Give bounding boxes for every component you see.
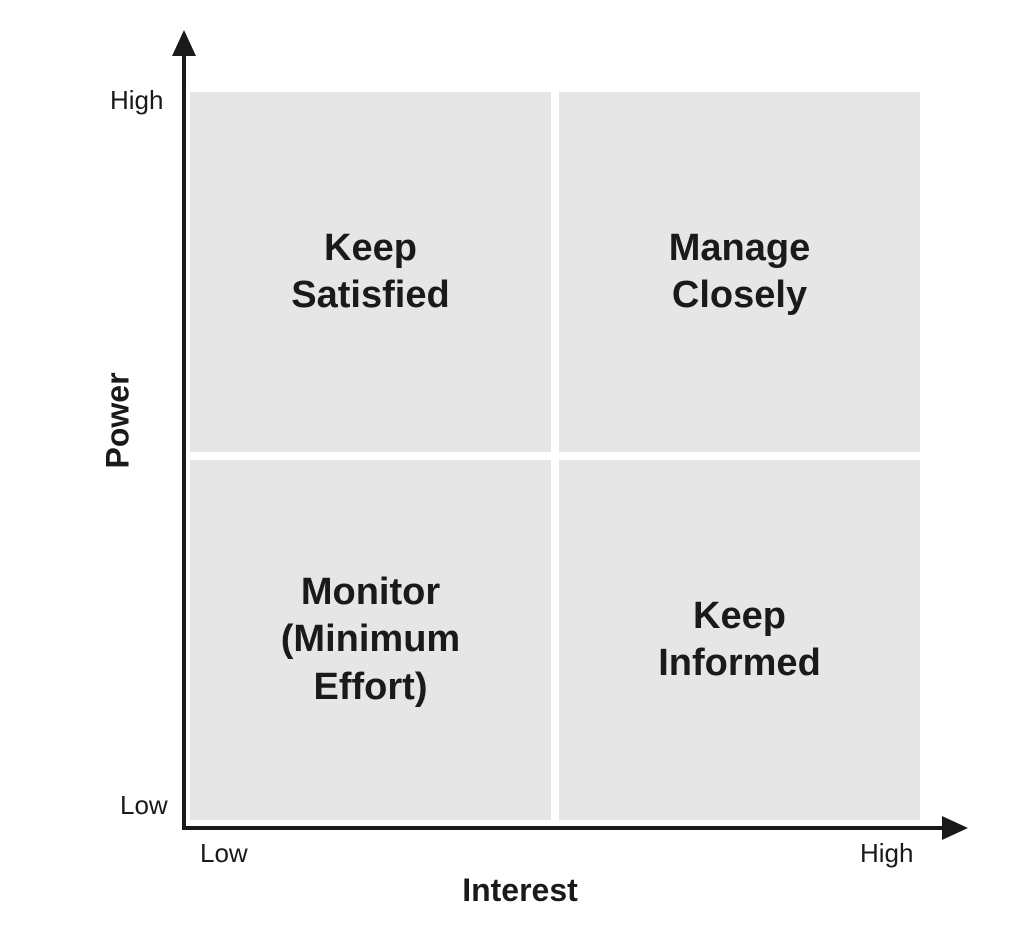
power-interest-matrix: Keep Satisfied Manage Closely Monitor (M… <box>80 30 960 880</box>
quadrant-grid: Keep Satisfied Manage Closely Monitor (M… <box>190 92 920 820</box>
quadrant-bottom-right: Keep Informed <box>559 460 920 820</box>
quadrant-top-left: Keep Satisfied <box>190 92 551 452</box>
quadrant-label-manage-closely: Manage Closely <box>669 225 810 320</box>
quadrant-top-right: Manage Closely <box>559 92 920 452</box>
y-axis-label: Power <box>100 372 137 468</box>
y-axis-line <box>182 40 186 830</box>
quadrant-bottom-left: Monitor (Minimum Effort) <box>190 460 551 820</box>
x-axis-tick-high: High <box>860 838 913 869</box>
y-axis-tick-high: High <box>110 85 163 116</box>
x-axis-tick-low: Low <box>200 838 248 869</box>
x-axis-arrow-icon <box>942 816 968 840</box>
x-axis-label: Interest <box>80 872 960 909</box>
x-axis-line <box>182 826 952 830</box>
quadrant-label-keep-informed: Keep Informed <box>658 593 821 688</box>
y-axis-arrow-icon <box>172 30 196 56</box>
quadrant-label-keep-satisfied: Keep Satisfied <box>291 225 449 320</box>
quadrant-label-monitor: Monitor (Minimum Effort) <box>281 569 460 712</box>
y-axis-tick-low: Low <box>120 790 168 821</box>
